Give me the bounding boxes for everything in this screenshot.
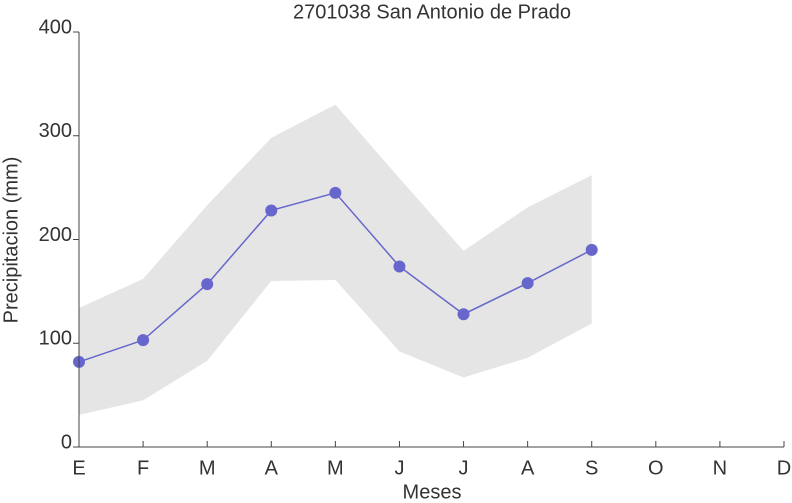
x-axis-label: Meses bbox=[403, 481, 462, 503]
x-tick-label: E bbox=[72, 457, 85, 479]
x-tick-label: J bbox=[459, 457, 469, 479]
x-tick-label: F bbox=[137, 457, 149, 479]
x-tick-label: M bbox=[199, 457, 216, 479]
y-tick-label: 300 bbox=[39, 120, 72, 142]
x-tick-label: D bbox=[777, 457, 791, 479]
data-point bbox=[457, 308, 470, 321]
x-tick-label: M bbox=[327, 457, 344, 479]
y-tick-label: 100 bbox=[39, 328, 72, 350]
x-tick-label: O bbox=[648, 457, 664, 479]
x-tick-label: J bbox=[394, 457, 404, 479]
y-tick-label: 400 bbox=[39, 16, 72, 38]
data-point bbox=[137, 334, 150, 347]
x-tick-label: A bbox=[265, 457, 279, 479]
y-tick-label: 200 bbox=[39, 224, 72, 246]
x-tick-label: N bbox=[713, 457, 727, 479]
x-tick-label: S bbox=[585, 457, 598, 479]
data-point bbox=[393, 260, 406, 273]
data-point bbox=[521, 277, 534, 290]
data-point bbox=[265, 204, 278, 217]
x-tick-label: A bbox=[521, 457, 535, 479]
data-point bbox=[329, 186, 342, 199]
y-tick-label: 0 bbox=[61, 431, 72, 453]
chart-title: 2701038 San Antonio de Prado bbox=[293, 1, 571, 23]
y-axis-label: Precipitacion (mm) bbox=[0, 157, 22, 324]
data-point bbox=[585, 243, 598, 256]
band bbox=[79, 104, 592, 415]
data-point bbox=[201, 278, 214, 291]
